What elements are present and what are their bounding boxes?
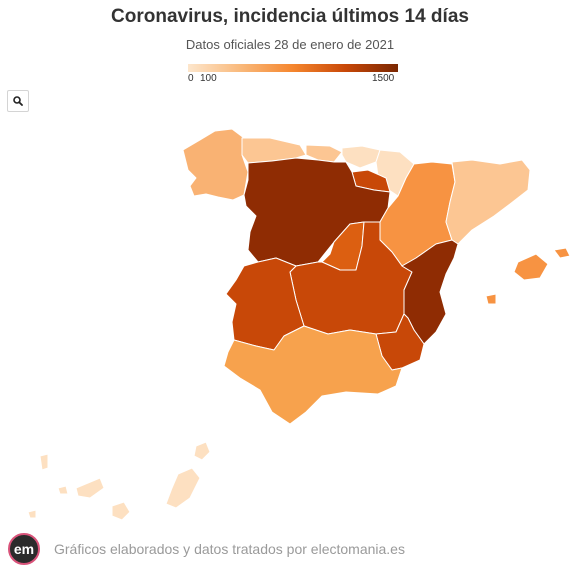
footer-credit: Gráficos elaborados y datos tratados por… xyxy=(54,541,405,557)
footer: em Gráficos elaborados y datos tratados … xyxy=(8,533,405,565)
legend-label-max: 1500 xyxy=(372,73,395,84)
legend-label-min: 0 xyxy=(188,73,194,84)
region-canarias-tenerife[interactable] xyxy=(75,477,105,499)
region-baleares-menorca[interactable] xyxy=(553,247,571,259)
region-baleares-mallorca[interactable] xyxy=(513,253,549,281)
legend-gradient-bar xyxy=(188,64,398,72)
electomania-logo[interactable]: em xyxy=(8,533,40,565)
page-subtitle: Datos oficiales 28 de enero de 2021 xyxy=(185,37,395,52)
region-canarias-gran-canaria[interactable] xyxy=(111,501,131,521)
region-pais-vasco[interactable] xyxy=(341,145,381,169)
legend-label-low: 100 xyxy=(200,73,217,84)
region-canarias-la-palma[interactable] xyxy=(39,453,49,471)
search-icon xyxy=(13,96,23,106)
region-andalucia[interactable] xyxy=(223,325,403,425)
page-title: Coronavirus, incidencia últimos 14 días xyxy=(111,6,469,27)
region-baleares-ibiza[interactable] xyxy=(485,293,497,305)
color-legend: 0 100 1500 xyxy=(186,64,398,88)
region-galicia[interactable] xyxy=(182,128,249,201)
region-canarias-gomera[interactable] xyxy=(57,485,69,495)
search-button[interactable] xyxy=(7,90,29,112)
region-canarias-lanzarote[interactable] xyxy=(193,441,211,461)
region-canarias-hierro[interactable] xyxy=(27,509,37,519)
region-canarias-fuerteventura[interactable] xyxy=(165,467,201,509)
region-cataluna[interactable] xyxy=(445,159,531,245)
